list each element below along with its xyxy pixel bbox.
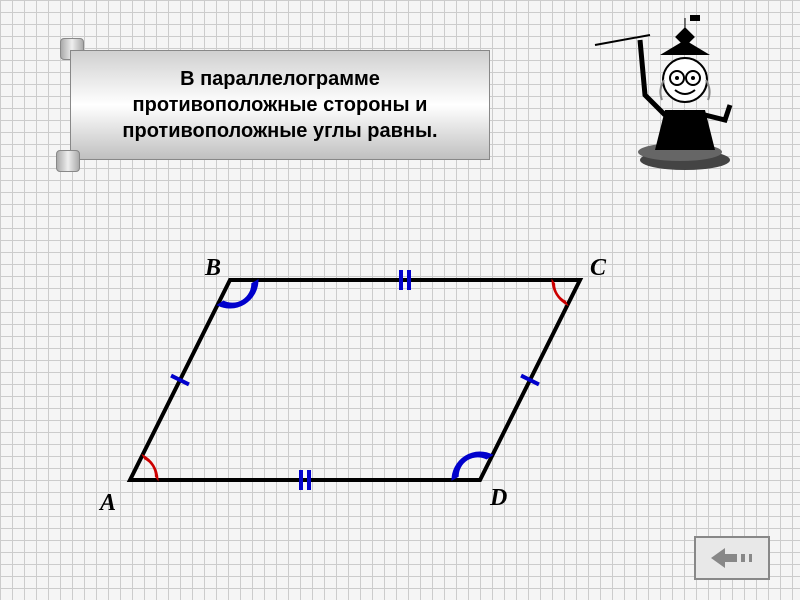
professor-illustration <box>590 10 750 180</box>
parallelogram-diagram: A B C D <box>80 230 640 530</box>
scroll-curl-bottom <box>56 150 80 172</box>
vertex-label-b: B <box>205 255 221 282</box>
back-arrow-icon <box>707 546 757 570</box>
theorem-banner: В параллелограмме противоположные сторон… <box>60 40 500 170</box>
back-button[interactable] <box>694 536 770 580</box>
vertex-label-d: D <box>490 485 507 512</box>
banner-text: В параллелограмме противоположные сторон… <box>91 66 469 144</box>
vertex-label-c: C <box>590 255 606 282</box>
vertex-label-a: A <box>100 490 116 517</box>
banner-box: В параллелограмме противоположные сторон… <box>70 50 490 160</box>
